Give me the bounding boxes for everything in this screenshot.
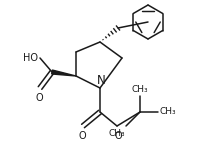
Text: CH₃: CH₃: [160, 108, 177, 117]
Text: O: O: [35, 93, 43, 103]
Text: N: N: [97, 74, 105, 87]
Text: HO: HO: [23, 53, 38, 63]
Text: O: O: [114, 131, 122, 141]
Text: CH₃: CH₃: [108, 129, 125, 138]
Text: CH₃: CH₃: [132, 85, 148, 94]
Text: O: O: [78, 131, 86, 141]
Polygon shape: [52, 70, 76, 76]
